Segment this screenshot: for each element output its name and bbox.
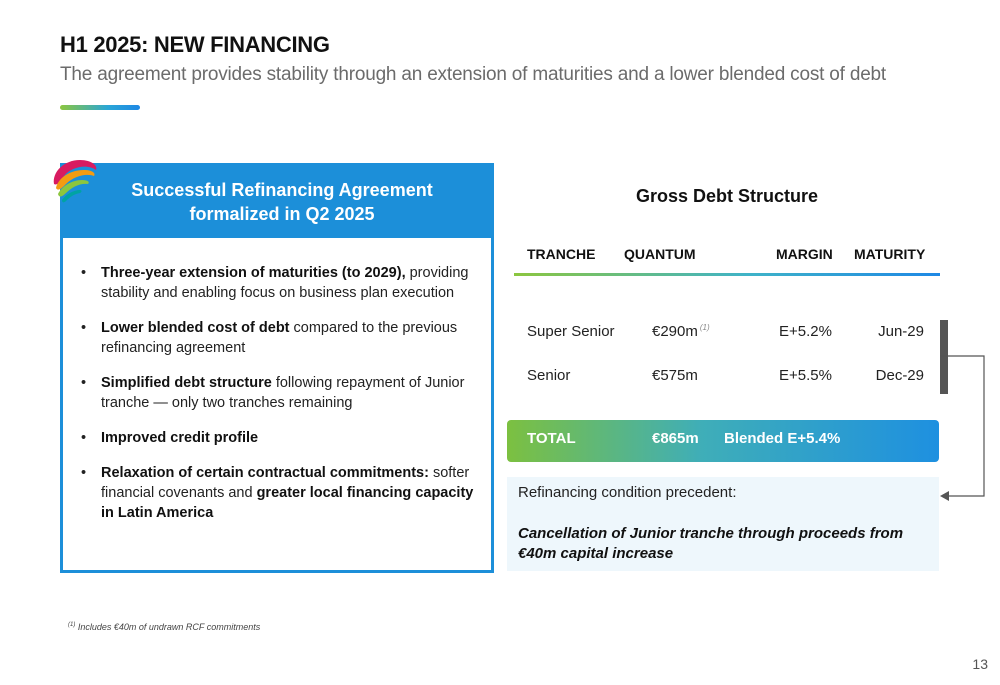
row-senior-maturity: Dec-29 [875,367,924,384]
row-senior-margin: E+5.5% [779,367,832,384]
bullet-item: Three-year extension of maturities (to 2… [79,263,479,303]
bullet-text: providing stability and enabling focus o… [101,265,469,301]
header-maturity: MATURITY [854,246,926,262]
gross-debt-title: Gross Debt Structure [636,186,819,206]
total-row-bar [507,420,939,462]
bullet-bold: Relaxation of certain contractual commit… [101,465,429,481]
panel-header: Successful Refinancing Agreement formali… [63,166,491,238]
bullet-bold-2: greater local financing capacity in Lati… [101,485,474,521]
condition-text-line1: Cancellation of Junior tranche through p… [518,525,904,542]
accent-underline [60,105,140,110]
header-quantum: QUANTUM [624,246,696,262]
bullet-item: Lower blended cost of debt compared to t… [79,318,479,358]
panel-header-line1: Successful Refinancing Agreement [131,180,433,200]
header-tranche: TRANCHE [527,246,596,262]
summary-bullet-list: Three-year extension of maturities (to 2… [79,263,479,538]
footnote: (1) Includes €40m of undrawn RCF commitm… [68,622,260,632]
row-senior-tranche: Senior [527,367,571,384]
bullet-bold: Three-year extension of maturities (to 2… [101,265,406,281]
row-senior-quantum: €575m [652,367,698,384]
quantum-value: €290m [652,323,698,340]
row-super-senior-quantum: €290m (1) [652,323,710,340]
panel-header-line2: formalized in Q2 2025 [189,204,375,224]
connector-arrow-icon [940,355,985,501]
table-header-divider [514,273,940,276]
total-blended-margin: Blended E+5.4% [724,430,841,447]
footnote-text: Includes €40m of undrawn RCF commitments [75,622,261,632]
row-super-senior-margin: E+5.2% [779,323,832,340]
row-super-senior-maturity: Jun-29 [878,323,924,340]
footnote-marker: (1) [699,323,710,332]
bullet-item: Relaxation of certain contractual commit… [79,463,479,523]
total-label: TOTAL [527,430,576,447]
refinancing-summary-panel: Successful Refinancing Agreement formali… [60,163,494,573]
bullet-item: Improved credit profile [79,428,479,448]
footnote-marker: (1) [68,622,76,628]
slide-title: H1 2025: NEW FINANCING [60,32,330,57]
condition-text-line2: €40m capital increase [518,545,674,562]
bullet-text: compared to the previous refinancing agr… [101,320,458,356]
condition-precedent-box [507,477,939,571]
tranche-bracket [940,320,948,394]
condition-label: Refinancing condition precedent: [518,484,737,501]
total-quantum: €865m [652,430,699,447]
header-margin: MARGIN [776,246,833,262]
bullet-bold: Lower blended cost of debt [101,320,290,336]
condition-text: Cancellation of Junior tranche through p… [518,524,903,564]
bullet-text: softer financial covenants and [101,465,470,501]
slide-subtitle: The agreement provides stability through… [60,64,887,85]
page-number: 13 [972,656,988,672]
bullet-bold: Simplified debt structure [101,375,272,391]
company-logo-icon [53,160,97,203]
bullet-bold: Improved credit profile [101,430,259,446]
bullet-text: following repayment of Junior tranche — … [101,375,465,411]
row-super-senior-tranche: Super Senior [527,323,615,340]
bullet-item: Simplified debt structure following repa… [79,373,479,413]
